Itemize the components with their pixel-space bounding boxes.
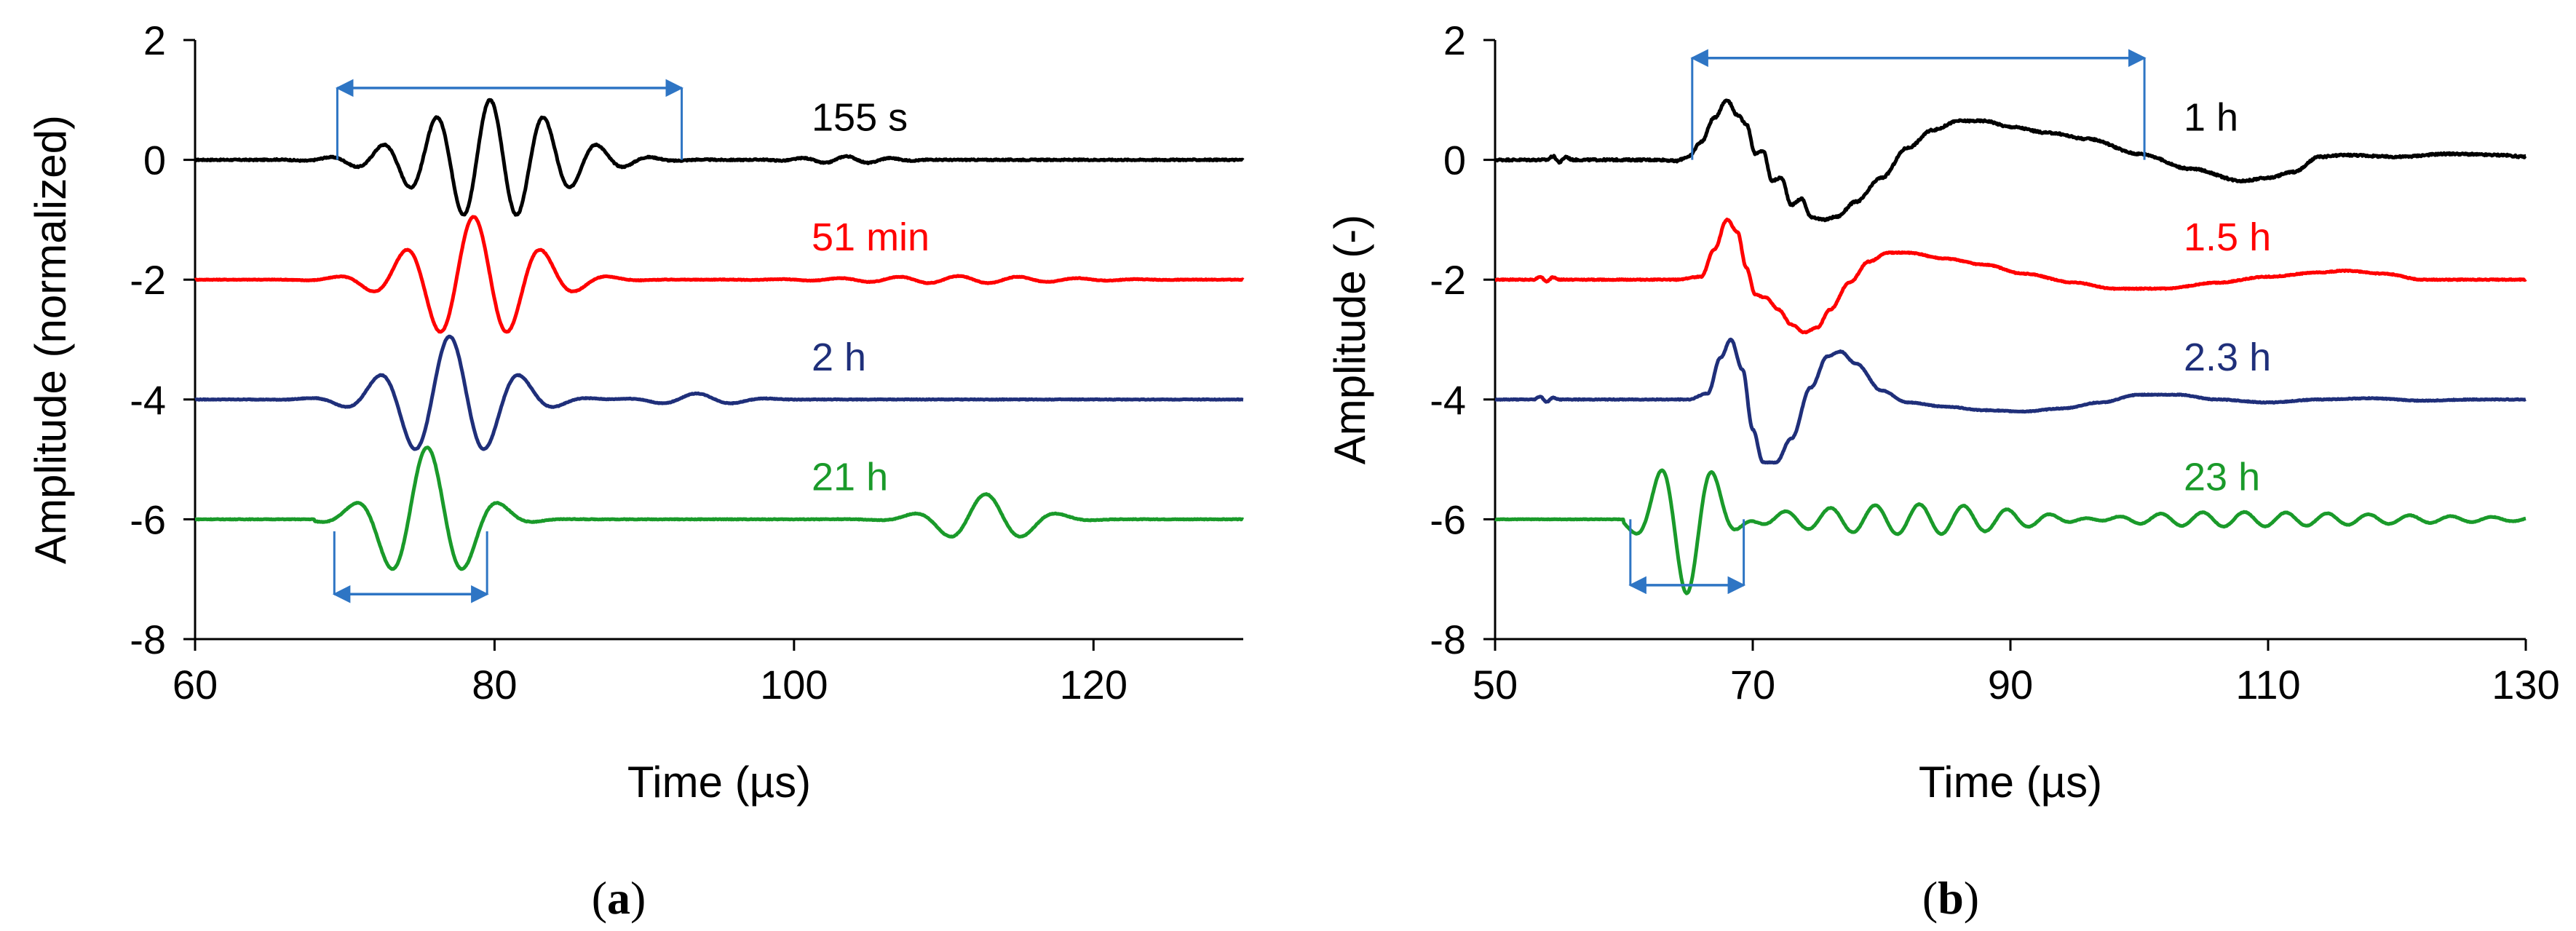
panel-b-y-tick-label: -6 <box>1430 496 1466 542</box>
panel-a-letter: a <box>607 872 630 924</box>
panel-b-y-tick-label: -8 <box>1430 617 1466 662</box>
panel-b-x-tick-label: 50 <box>1473 662 1518 708</box>
panel-a-series-line <box>194 98 1245 217</box>
panel-a-label: (a) <box>592 872 646 924</box>
panel-b-x-tick-label: 110 <box>2235 662 2300 708</box>
panel-a-x-tick-label: 60 <box>173 662 218 708</box>
panel-b-series-label: 2.3 h <box>2184 336 2271 379</box>
panel-b-y-tick-label: 0 <box>1443 138 1466 183</box>
panel-a: 2 0 -2 -4 -6 -860 80 100 120 155 s 51 min 2 h 21 h T… <box>26 17 1245 924</box>
panel-a-y-tick-label: 0 <box>143 138 166 183</box>
panel-a-series-line <box>194 445 1245 571</box>
panel-a-series-line <box>194 215 1245 334</box>
panel-b-xlabel: Time (µs) <box>1919 758 2102 807</box>
panel-a-y-tick-label: 2 <box>143 17 166 63</box>
panel-b-series-line <box>1494 218 2527 335</box>
panel-b-series-label: 1 h <box>2184 96 2238 140</box>
panel-b-marks: 2 0 -2 -4 -6 -850 70 90 110 130 1 h 1.5 h 2.3 h 23 h <box>1430 17 2560 708</box>
panel-b-series-line <box>1494 337 2527 465</box>
panel-a-y-tick-label: -6 <box>130 496 166 542</box>
panel-a-series-label: 2 h <box>812 336 866 379</box>
panel-a-y-tick-label: -2 <box>130 257 166 303</box>
panel-b-x-tick-label: 90 <box>1988 662 2033 708</box>
panel-a-series-label: 21 h <box>812 455 888 499</box>
panel-b-series-label: 1.5 h <box>2184 215 2271 259</box>
panel-b-x-tick-label: 130 <box>2492 662 2559 708</box>
panel-b-letter: b <box>1938 872 1964 924</box>
panel-a-xlabel: Time (µs) <box>627 758 811 807</box>
panel-b-series-line <box>1494 468 2527 595</box>
panel-a-series-line <box>194 334 1245 451</box>
panel-a-series-label: 155 s <box>812 96 908 140</box>
panel-b-ylabel: Amplitude (-) <box>1325 215 1374 464</box>
panel-a-y-tick-label: -4 <box>130 377 166 423</box>
panel-a-ylabel: Amplitude (normalized) <box>26 115 75 564</box>
panel-b-label: (b) <box>1922 872 1979 924</box>
panel-a-marks: 2 0 -2 -4 -6 -860 80 100 120 155 s 51 min 2 h 21 h <box>130 17 1245 708</box>
panel-b-y-tick-label: 2 <box>1443 17 1466 63</box>
panel-a-series-label: 51 min <box>812 215 930 259</box>
panel-a-x-tick-label: 120 <box>1060 662 1128 708</box>
panel-b-x-tick-label: 70 <box>1730 662 1775 708</box>
panel-b-y-tick-label: -2 <box>1430 257 1466 303</box>
panel-b-y-tick-label: -4 <box>1430 377 1466 423</box>
panel-a-y-tick-label: -8 <box>130 617 166 662</box>
panel-a-x-tick-label: 80 <box>472 662 517 708</box>
panel-b-series-line <box>1493 98 2527 223</box>
panel-b-series-label: 23 h <box>2184 455 2260 499</box>
panel-a-x-tick-label: 100 <box>760 662 828 708</box>
